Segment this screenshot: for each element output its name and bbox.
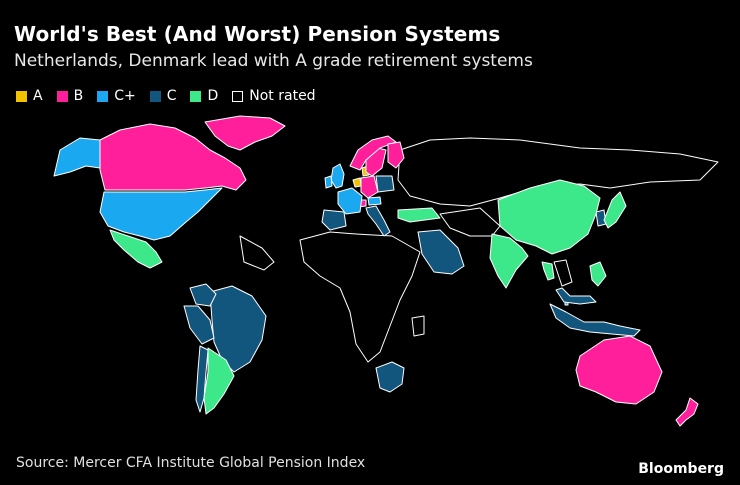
country-poland (375, 175, 395, 193)
unrated-region-1 (239, 235, 275, 271)
legend-swatch-not-rated (232, 90, 244, 102)
country-united-kingdom (330, 163, 345, 189)
country-finland (387, 141, 405, 169)
country-philippines (589, 261, 607, 287)
unrated-region-2 (299, 231, 421, 363)
bloomberg-logo: Bloomberg (638, 461, 724, 477)
country-mexico (109, 229, 163, 269)
legend-label-a: A (33, 88, 43, 104)
legend: A B C+ C D Not rated (16, 88, 330, 104)
legend-item-b: B (56, 88, 84, 104)
unrated-region-3 (397, 137, 719, 207)
unrated-region-5 (553, 259, 573, 287)
country-new-zealand (675, 397, 699, 427)
country-france (337, 187, 363, 215)
chart-title: World's Best (And Worst) Pension Systems (14, 22, 501, 46)
legend-swatch-b (56, 90, 68, 102)
country-greenland (204, 115, 286, 151)
country-turkey (397, 207, 441, 223)
legend-label-b: B (73, 88, 84, 104)
country-spain (321, 209, 347, 231)
legend-label-c: C (166, 88, 177, 104)
country-austria (367, 196, 382, 206)
country-saudi-arabia (417, 229, 465, 275)
country-malaysia (555, 287, 597, 305)
country-united-states (99, 187, 223, 241)
country-peru (183, 305, 215, 345)
country-germany (360, 175, 379, 199)
country-canada (99, 123, 247, 191)
legend-swatch-a (16, 90, 27, 102)
source-note: Source: Mercer CFA Institute Global Pens… (16, 455, 366, 471)
legend-item-c-plus: C+ (97, 88, 136, 104)
chart-subtitle: Netherlands, Denmark lead with A grade r… (14, 51, 533, 71)
country-japan (603, 191, 627, 229)
country-italy (365, 205, 391, 237)
unrated-region-4 (439, 207, 501, 237)
legend-item-c: C (149, 88, 177, 104)
country-indonesia (549, 303, 641, 337)
legend-label-c-plus: C+ (114, 88, 136, 104)
world-map (53, 115, 719, 427)
country-ireland (324, 175, 333, 189)
country-argentina (203, 347, 235, 415)
legend-item-d: D (190, 88, 218, 104)
country-china (497, 179, 601, 255)
legend-swatch-c-plus (97, 90, 109, 102)
legend-swatch-d (190, 90, 202, 102)
legend-swatch-c (149, 90, 161, 102)
country-colombia (189, 283, 217, 307)
country-netherlands (352, 177, 362, 188)
country-south-africa (375, 361, 405, 393)
country-alaska (53, 137, 101, 177)
country-india (489, 233, 529, 289)
country-thailand (541, 261, 555, 281)
legend-item-a: A (16, 88, 43, 104)
unrated-region-6 (411, 315, 425, 337)
country-norway (349, 135, 397, 171)
country-australia (575, 335, 663, 405)
legend-label-d: D (207, 88, 219, 104)
legend-label-not-rated: Not rated (249, 88, 316, 104)
legend-item-not-rated: Not rated (232, 88, 316, 104)
